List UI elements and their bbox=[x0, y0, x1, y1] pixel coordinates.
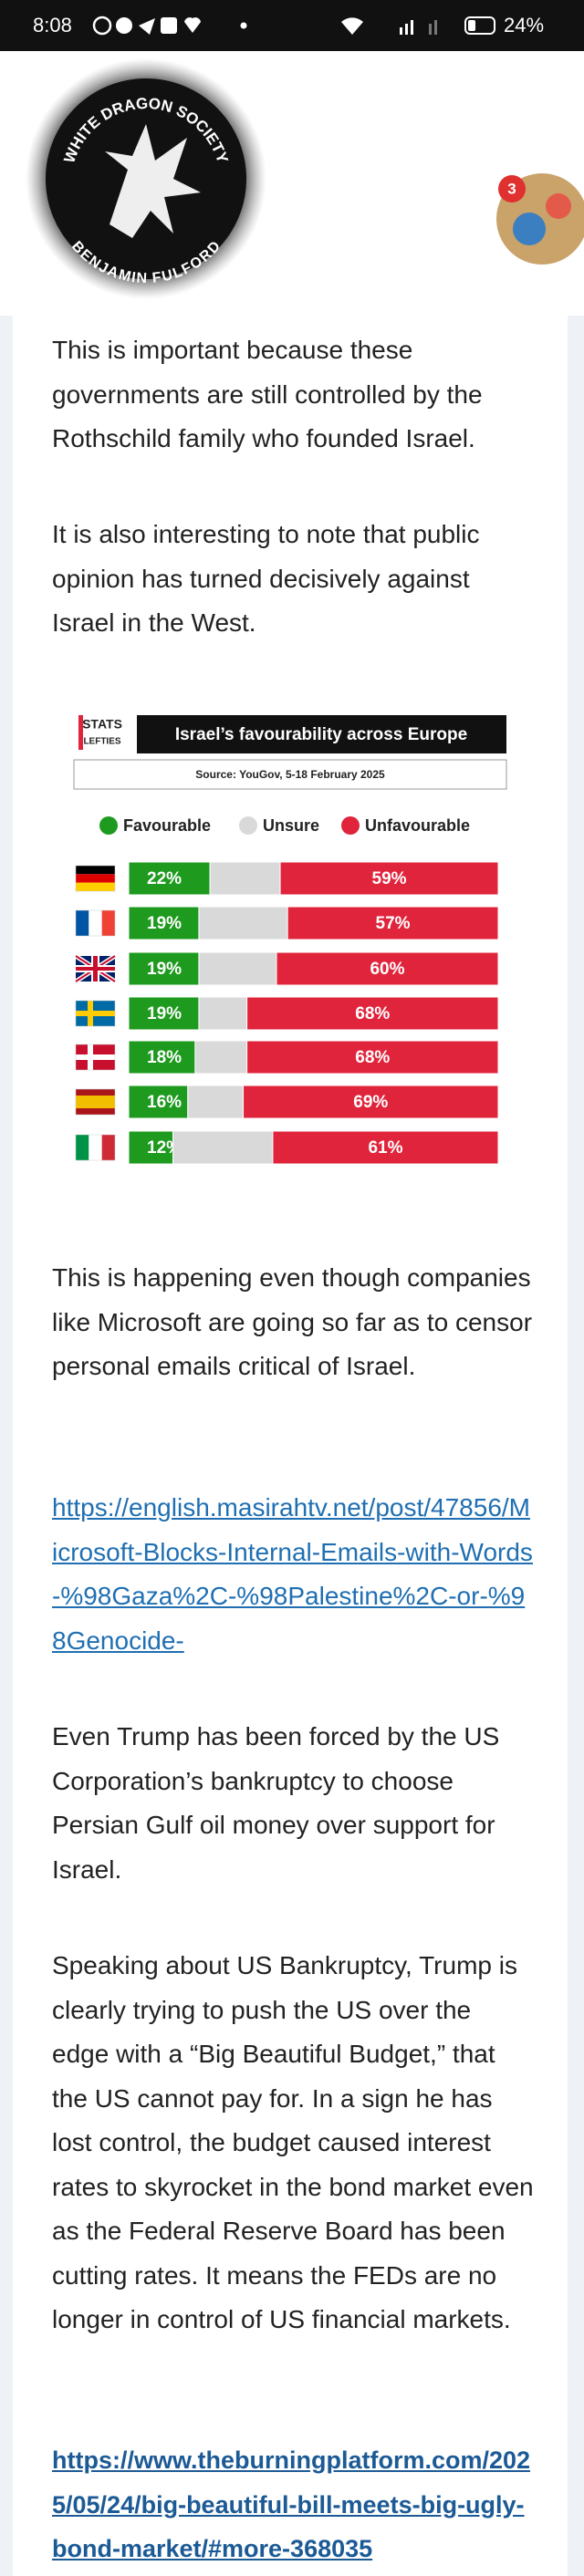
data-label: 57% bbox=[376, 914, 411, 933]
bar-segment bbox=[128, 861, 211, 896]
flag-border bbox=[75, 1044, 116, 1071]
logo-text: STATS bbox=[82, 717, 122, 732]
icon bbox=[161, 17, 177, 34]
paragraph: This is important because these governme… bbox=[52, 336, 483, 452]
bar-segment bbox=[128, 996, 200, 1031]
icon bbox=[139, 18, 155, 35]
flag-part bbox=[101, 1135, 115, 1160]
flag-border bbox=[75, 1000, 116, 1027]
legend-label: Unsure bbox=[263, 816, 319, 835]
icon bbox=[92, 16, 112, 36]
battery-level bbox=[468, 20, 475, 31]
avatar-detail bbox=[546, 193, 571, 219]
bar-segment bbox=[187, 1085, 245, 1119]
icon bbox=[116, 17, 132, 34]
signal bbox=[434, 20, 437, 35]
bar-segment bbox=[246, 1040, 499, 1075]
logo-text: LEFTIES bbox=[83, 737, 120, 747]
battery-text: 24% bbox=[504, 14, 545, 36]
signal bbox=[429, 24, 432, 35]
bar-segment bbox=[276, 951, 499, 986]
flag-part bbox=[76, 874, 115, 883]
flag-border bbox=[75, 865, 116, 892]
link[interactable]: https://english.masirahtv.net/post/47856… bbox=[52, 1493, 533, 1655]
legend-marker bbox=[239, 816, 257, 835]
legend-label: Favourable bbox=[123, 816, 211, 835]
data-label: 59% bbox=[372, 869, 407, 888]
bar-segment bbox=[198, 951, 277, 986]
legend-marker bbox=[99, 816, 118, 835]
site-header: WHITE DRAGON SOCIETY BENJAMIN FULFORD 3 bbox=[0, 51, 584, 316]
badge[interactable] bbox=[498, 175, 526, 203]
dragon bbox=[105, 124, 201, 238]
subtitle-box bbox=[73, 759, 507, 790]
flag-part bbox=[76, 866, 115, 875]
bar-segment bbox=[128, 906, 200, 940]
chart-subtitle: Source: YouGov, 5-18 February 2025 bbox=[195, 768, 385, 781]
bar-segment bbox=[209, 861, 281, 896]
icon bbox=[184, 17, 201, 33]
data-label: 68% bbox=[355, 1048, 390, 1067]
flag-border bbox=[75, 1088, 116, 1116]
flag-part bbox=[101, 910, 115, 936]
legend-label: Unfavourable bbox=[365, 816, 470, 835]
icon bbox=[240, 22, 247, 29]
flag-part bbox=[76, 910, 89, 936]
bar-segment bbox=[272, 1130, 499, 1165]
bar-segment bbox=[194, 1040, 248, 1075]
bar-segment bbox=[172, 1130, 274, 1165]
title-bar bbox=[137, 715, 506, 753]
data-label: 68% bbox=[355, 1004, 390, 1023]
bar-segment bbox=[243, 1085, 499, 1119]
paragraph: It is also interesting to note that publ… bbox=[52, 520, 480, 637]
data-label: 19% bbox=[147, 914, 182, 933]
header-graphics: WHITE DRAGON SOCIETY BENJAMIN FULFORD 3 bbox=[26, 58, 584, 299]
flag-part bbox=[76, 1096, 115, 1108]
signal bbox=[405, 24, 408, 35]
flag-part bbox=[89, 910, 102, 936]
legend-marker bbox=[341, 816, 360, 835]
article-card bbox=[13, 316, 568, 2576]
badge-count: 3 bbox=[507, 180, 516, 197]
battery bbox=[464, 16, 495, 35]
chart-title: Israel’s favourability across Europe bbox=[175, 725, 467, 744]
data-label: 19% bbox=[147, 960, 182, 979]
flag-border bbox=[75, 1134, 116, 1161]
flag-part bbox=[76, 1054, 115, 1060]
data-label: 61% bbox=[368, 1138, 402, 1158]
data-label: 16% bbox=[147, 1093, 182, 1112]
chart: Israel’s favourability across Europe STA… bbox=[73, 715, 507, 1165]
wifi bbox=[341, 17, 363, 35]
data-label: 69% bbox=[353, 1093, 388, 1112]
signal bbox=[411, 20, 413, 35]
bar-segment bbox=[287, 906, 499, 940]
bar-segment bbox=[198, 996, 248, 1031]
bar-segment bbox=[128, 1040, 196, 1075]
data-label: 18% bbox=[147, 1048, 182, 1067]
paragraph: This is happening even though companies … bbox=[52, 1263, 533, 1380]
bar-segment bbox=[198, 906, 288, 940]
paragraph: Speaking about US Bankruptcy, Trump is c… bbox=[52, 1951, 534, 2333]
flag-part bbox=[76, 1135, 89, 1160]
flag-part bbox=[76, 1011, 115, 1016]
bar-segment bbox=[246, 996, 499, 1031]
signal bbox=[400, 27, 402, 35]
status-icons bbox=[92, 16, 495, 36]
logo-bar bbox=[78, 715, 83, 750]
data-label: 19% bbox=[147, 1004, 182, 1023]
flag-part bbox=[93, 956, 98, 982]
time: 8:08 bbox=[33, 14, 72, 36]
link[interactable]: https://www.theburningplatform.com/2025/… bbox=[52, 2446, 531, 2562]
flag-part bbox=[76, 882, 115, 891]
paragraph: Even Trump has been forced by the US Cor… bbox=[52, 1722, 500, 1884]
data-label: 22% bbox=[147, 869, 182, 888]
flag-part bbox=[89, 1135, 102, 1160]
status-bar: 8:08 24% bbox=[0, 0, 584, 51]
bar-segment bbox=[128, 1085, 189, 1119]
flag-border bbox=[75, 909, 116, 937]
avatar-detail bbox=[513, 213, 546, 245]
bar-segment bbox=[279, 861, 499, 896]
data-label: 60% bbox=[370, 960, 404, 979]
